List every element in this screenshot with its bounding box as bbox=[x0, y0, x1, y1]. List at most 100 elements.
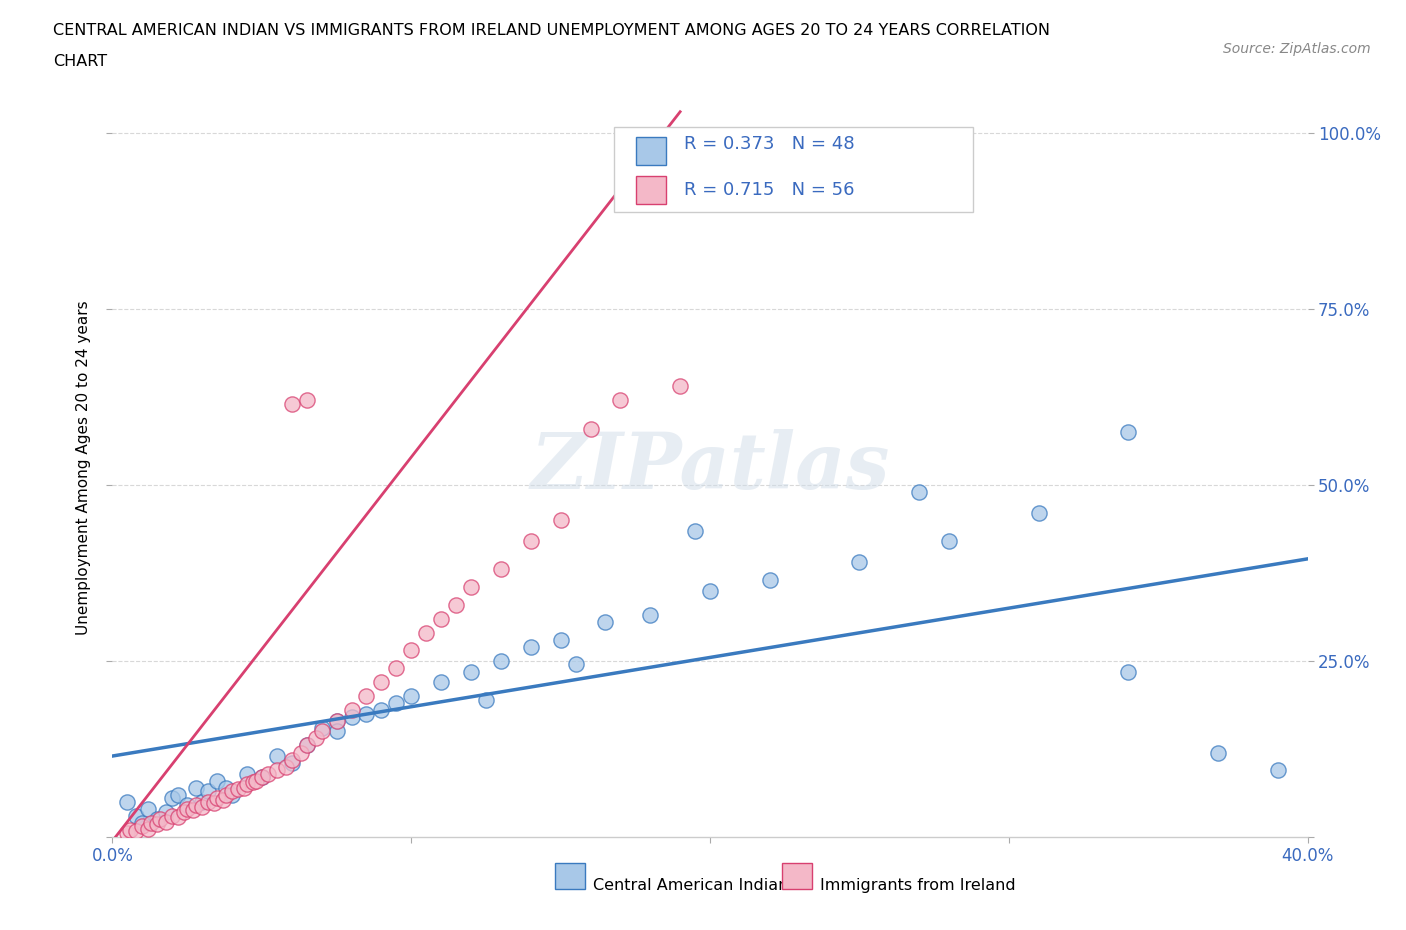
Point bbox=[212, 793, 235, 808]
Point bbox=[295, 393, 318, 408]
Point bbox=[236, 766, 259, 781]
Point bbox=[460, 664, 482, 679]
Point bbox=[520, 640, 543, 655]
Point bbox=[131, 816, 153, 830]
Point bbox=[550, 632, 572, 647]
Point bbox=[311, 721, 333, 736]
Point bbox=[242, 775, 264, 790]
Point bbox=[356, 707, 378, 722]
Text: Central American Indians: Central American Indians bbox=[593, 878, 797, 893]
Point bbox=[155, 814, 177, 829]
Point bbox=[908, 153, 931, 168]
Point bbox=[146, 817, 169, 831]
Text: Immigrants from Ireland: Immigrants from Ireland bbox=[820, 878, 1015, 893]
Point bbox=[550, 512, 572, 527]
Point bbox=[401, 689, 423, 704]
Point bbox=[325, 713, 347, 728]
Point bbox=[356, 689, 378, 704]
Point bbox=[215, 788, 238, 803]
Point bbox=[215, 780, 238, 795]
Point bbox=[683, 524, 706, 538]
Point bbox=[226, 782, 249, 797]
Point bbox=[176, 802, 198, 817]
Point bbox=[245, 773, 267, 788]
Point bbox=[370, 703, 392, 718]
Point bbox=[197, 784, 219, 799]
Point bbox=[489, 654, 512, 669]
Point bbox=[125, 824, 148, 839]
Point bbox=[205, 773, 228, 788]
Point bbox=[221, 784, 243, 799]
Point bbox=[1118, 425, 1140, 440]
Text: R = 0.715   N = 56: R = 0.715 N = 56 bbox=[683, 181, 855, 199]
Point bbox=[444, 597, 467, 612]
Point bbox=[595, 615, 617, 630]
Point bbox=[149, 812, 172, 827]
Point bbox=[669, 379, 692, 393]
Point bbox=[579, 421, 602, 436]
Point bbox=[281, 755, 304, 770]
Point bbox=[281, 752, 304, 767]
Text: ZIPatlas: ZIPatlas bbox=[530, 429, 890, 506]
Point bbox=[117, 826, 139, 841]
Point bbox=[938, 143, 960, 158]
Point bbox=[1028, 506, 1050, 521]
Point bbox=[141, 816, 163, 830]
Point bbox=[266, 763, 288, 777]
Point bbox=[520, 534, 543, 549]
Point bbox=[125, 808, 148, 823]
Point bbox=[167, 810, 190, 825]
Point bbox=[699, 583, 721, 598]
Point bbox=[191, 794, 214, 809]
Point bbox=[202, 796, 225, 811]
Point bbox=[325, 724, 347, 738]
Bar bbox=[636, 138, 666, 166]
Text: R = 0.373   N = 48: R = 0.373 N = 48 bbox=[683, 136, 855, 153]
Point bbox=[173, 805, 195, 820]
Point bbox=[155, 805, 177, 820]
Point bbox=[233, 780, 256, 795]
Point bbox=[138, 802, 160, 817]
Point bbox=[221, 788, 243, 803]
Point bbox=[415, 625, 437, 640]
Point bbox=[311, 724, 333, 738]
Bar bbox=[614, 127, 973, 212]
Point bbox=[250, 770, 273, 785]
Text: CENTRAL AMERICAN INDIAN VS IMMIGRANTS FROM IRELAND UNEMPLOYMENT AMONG AGES 20 TO: CENTRAL AMERICAN INDIAN VS IMMIGRANTS FR… bbox=[53, 23, 1050, 38]
Point bbox=[181, 803, 204, 817]
Point bbox=[205, 790, 228, 805]
Point bbox=[340, 703, 363, 718]
Point bbox=[1206, 745, 1229, 760]
Point bbox=[489, 562, 512, 577]
Point bbox=[430, 674, 453, 689]
Point bbox=[640, 608, 662, 623]
Point bbox=[257, 766, 280, 781]
Point bbox=[759, 573, 782, 588]
Point bbox=[197, 794, 219, 809]
Point bbox=[162, 808, 183, 823]
Point bbox=[848, 555, 870, 570]
Point bbox=[325, 713, 347, 728]
Y-axis label: Unemployment Among Ages 20 to 24 years: Unemployment Among Ages 20 to 24 years bbox=[76, 300, 91, 634]
Point bbox=[290, 745, 312, 760]
Point bbox=[340, 710, 363, 724]
Point bbox=[295, 738, 318, 753]
Point bbox=[1267, 763, 1289, 777]
Text: CHART: CHART bbox=[53, 54, 107, 69]
Point bbox=[1118, 664, 1140, 679]
Point bbox=[938, 534, 960, 549]
Point bbox=[138, 821, 160, 836]
Point bbox=[176, 798, 198, 813]
Point bbox=[186, 780, 208, 795]
Point bbox=[430, 611, 453, 626]
Point bbox=[167, 788, 190, 803]
Point bbox=[191, 800, 214, 815]
Point bbox=[305, 731, 328, 746]
Point bbox=[250, 770, 273, 785]
Point bbox=[186, 798, 208, 813]
Text: Source: ZipAtlas.com: Source: ZipAtlas.com bbox=[1223, 42, 1371, 56]
Point bbox=[460, 579, 482, 594]
Point bbox=[117, 794, 139, 809]
Point bbox=[274, 759, 297, 774]
Point bbox=[370, 674, 392, 689]
